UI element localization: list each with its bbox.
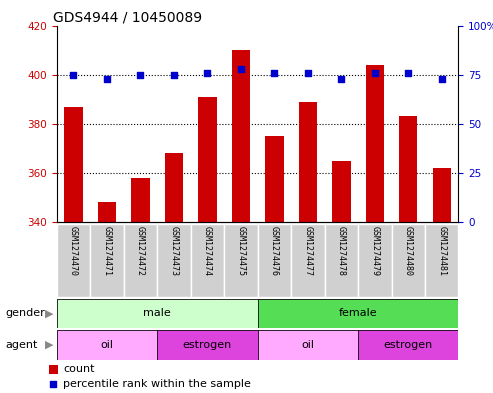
FancyBboxPatch shape — [257, 224, 291, 297]
Text: GSM1274475: GSM1274475 — [236, 226, 246, 276]
FancyBboxPatch shape — [291, 224, 324, 297]
Bar — [57, 330, 157, 360]
FancyBboxPatch shape — [425, 224, 458, 297]
Text: male: male — [143, 309, 171, 318]
Bar — [198, 97, 216, 222]
Text: female: female — [339, 309, 377, 318]
Bar — [265, 136, 283, 222]
Text: GSM1274480: GSM1274480 — [404, 226, 413, 276]
Point — [170, 72, 178, 78]
FancyBboxPatch shape — [358, 224, 391, 297]
Point — [204, 70, 211, 76]
Bar — [332, 161, 351, 222]
Point — [371, 70, 379, 76]
Bar — [366, 65, 384, 222]
Text: GDS4944 / 10450089: GDS4944 / 10450089 — [53, 10, 202, 24]
Point — [137, 72, 144, 78]
Bar — [232, 50, 250, 222]
Bar — [165, 153, 183, 222]
Text: GSM1274481: GSM1274481 — [437, 226, 446, 276]
FancyBboxPatch shape — [157, 224, 191, 297]
Text: GSM1274477: GSM1274477 — [303, 226, 313, 276]
Point — [304, 70, 312, 76]
Point — [438, 75, 446, 82]
Bar — [49, 365, 58, 374]
Bar — [257, 330, 358, 360]
Point — [70, 72, 77, 78]
Point — [337, 75, 345, 82]
Bar — [157, 330, 257, 360]
FancyBboxPatch shape — [57, 224, 90, 297]
FancyBboxPatch shape — [90, 224, 124, 297]
Text: GSM1274479: GSM1274479 — [370, 226, 379, 276]
Bar — [57, 299, 257, 328]
Text: GSM1274474: GSM1274474 — [203, 226, 212, 276]
Bar — [64, 107, 83, 222]
Text: GSM1274472: GSM1274472 — [136, 226, 145, 276]
Point — [237, 66, 245, 72]
Text: count: count — [63, 364, 94, 374]
Bar — [131, 178, 149, 222]
Bar — [432, 168, 451, 222]
Text: ▶: ▶ — [45, 340, 54, 350]
Point — [270, 70, 278, 76]
Text: percentile rank within the sample: percentile rank within the sample — [63, 379, 251, 389]
Point — [404, 70, 412, 76]
Bar — [257, 299, 458, 328]
FancyBboxPatch shape — [191, 224, 224, 297]
Text: GSM1274476: GSM1274476 — [270, 226, 279, 276]
Text: agent: agent — [5, 340, 37, 350]
Bar — [358, 330, 458, 360]
Text: oil: oil — [101, 340, 113, 350]
Text: estrogen: estrogen — [384, 340, 433, 350]
Point — [49, 381, 57, 387]
Text: gender: gender — [5, 309, 45, 318]
Text: oil: oil — [301, 340, 315, 350]
Bar — [98, 202, 116, 222]
Text: estrogen: estrogen — [183, 340, 232, 350]
Text: ▶: ▶ — [45, 309, 54, 318]
FancyBboxPatch shape — [324, 224, 358, 297]
Bar — [399, 116, 418, 222]
FancyBboxPatch shape — [224, 224, 257, 297]
FancyBboxPatch shape — [124, 224, 157, 297]
FancyBboxPatch shape — [391, 224, 425, 297]
Text: GSM1274478: GSM1274478 — [337, 226, 346, 276]
Text: GSM1274473: GSM1274473 — [170, 226, 178, 276]
Bar — [299, 102, 317, 222]
Point — [103, 75, 111, 82]
Text: GSM1274470: GSM1274470 — [69, 226, 78, 276]
Text: GSM1274471: GSM1274471 — [103, 226, 111, 276]
